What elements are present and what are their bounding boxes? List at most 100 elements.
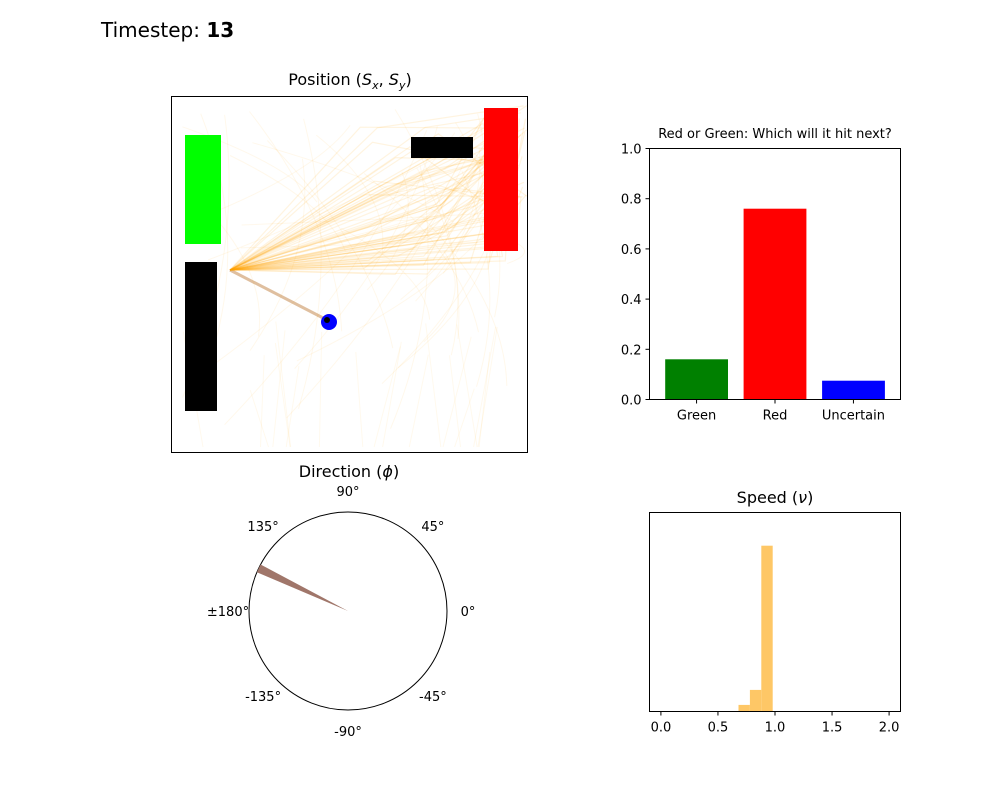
direction-tick-label: ±180° [207,605,249,620]
direction-title-prefix: Direction ( [298,462,383,481]
hit-y-tick-label: 0.4 [621,293,642,308]
trail-line [408,354,429,448]
timestep-value: 13 [206,18,235,42]
trail-line [272,330,286,448]
trail-line [203,132,456,372]
trail-line [416,167,459,356]
trail-line [355,351,364,448]
speed-x-tick-label: 0.5 [708,721,729,736]
position-title-sep: , [378,70,384,89]
trail-line [260,355,265,448]
red-target [484,108,518,251]
trail-line [229,138,513,271]
trail-line [442,336,472,448]
left-wall [185,262,217,411]
trail-line [318,199,454,244]
direction-tick-label: -135° [245,690,281,705]
trail-line [229,126,503,271]
direction-title-phi: ϕ [382,462,393,481]
speed-title-suffix: ) [807,488,814,507]
hit-y-tick-label: 0.0 [621,394,642,409]
trail-line [296,229,488,362]
direction-title-suffix: ) [392,462,400,481]
speed-title-symbol: ν [798,488,808,507]
trail-line [456,324,478,448]
trail-line [229,175,513,271]
speed-chart-frame [649,512,901,712]
trail-line [229,140,498,271]
trail-line [318,331,323,448]
trail-line [229,146,488,271]
speed-title: Speed (ν) [649,488,901,507]
position-title-sy: S [388,70,399,89]
trail-line [363,173,479,333]
hit-bar-red [743,208,807,400]
trail-line [478,352,491,448]
speed-bin [738,704,750,712]
position-title-sy-sub: y [398,79,406,93]
trail-line [229,127,503,271]
trail-line [229,146,499,271]
trail-line [249,158,306,351]
trail-line [385,216,428,222]
trail-line [382,341,402,448]
hit-chart-title: Red or Green: Which will it hit next? [658,127,892,142]
trail-line [285,366,300,448]
trail-line [229,164,497,271]
trail-line [229,141,517,271]
trail-line [229,168,494,271]
trail-main [229,268,328,322]
hit-x-tick-label: Green [677,409,716,424]
trail-line [224,130,428,426]
direction-wedge [256,564,348,611]
trail-line [477,326,498,448]
trail-line [415,147,481,302]
direction-title: Direction (ϕ) [249,462,449,481]
hit-y-tick-label: 0.6 [621,243,642,258]
direction-circle [248,511,448,711]
trail-line [229,160,508,271]
green-target [185,135,221,244]
trail-line [340,227,431,320]
speed-bars [738,545,773,712]
speed-x-ticks: 0.0 0.5 1.0 1.5 2.0 [651,711,899,736]
trail-line [454,388,475,448]
hit-bar-uncertain [822,380,885,400]
trail-line [229,119,503,276]
position-title-suffix: ) [405,70,412,89]
position-title-sx: S [361,70,373,89]
trail-line [229,168,501,271]
trail-line [442,113,485,274]
trail-line [229,156,501,271]
position-title-sx-sub: x [372,79,379,93]
trail-line [229,129,500,271]
trail-line [208,115,507,261]
trail-line [229,180,518,271]
trail-line [229,160,490,271]
trail-line [373,346,401,448]
hit-x-tick-label: Uncertain [822,409,885,424]
trail-line [229,182,501,275]
trail-line [449,355,461,448]
speed-bin [761,545,773,712]
trail-line [241,211,505,226]
timestep-label: Timestep: 13 [101,18,234,42]
trail-line [229,105,524,271]
trail-line [429,242,479,244]
top-wall [411,137,473,158]
hit-bars [665,208,885,400]
trail-line [229,155,346,252]
speed-x-tick-label: 1.5 [822,721,843,736]
trail-line [286,124,481,419]
trail-line [252,142,454,223]
position-title-prefix: Position ( [288,70,362,89]
direction-tick-label: 45° [421,520,444,535]
hit-bar-green [665,359,728,400]
trail-line [249,111,343,332]
speed-title-prefix: Speed ( [736,488,799,507]
trail-line [229,143,515,271]
hit-y-tick-label: 0.8 [621,193,642,208]
